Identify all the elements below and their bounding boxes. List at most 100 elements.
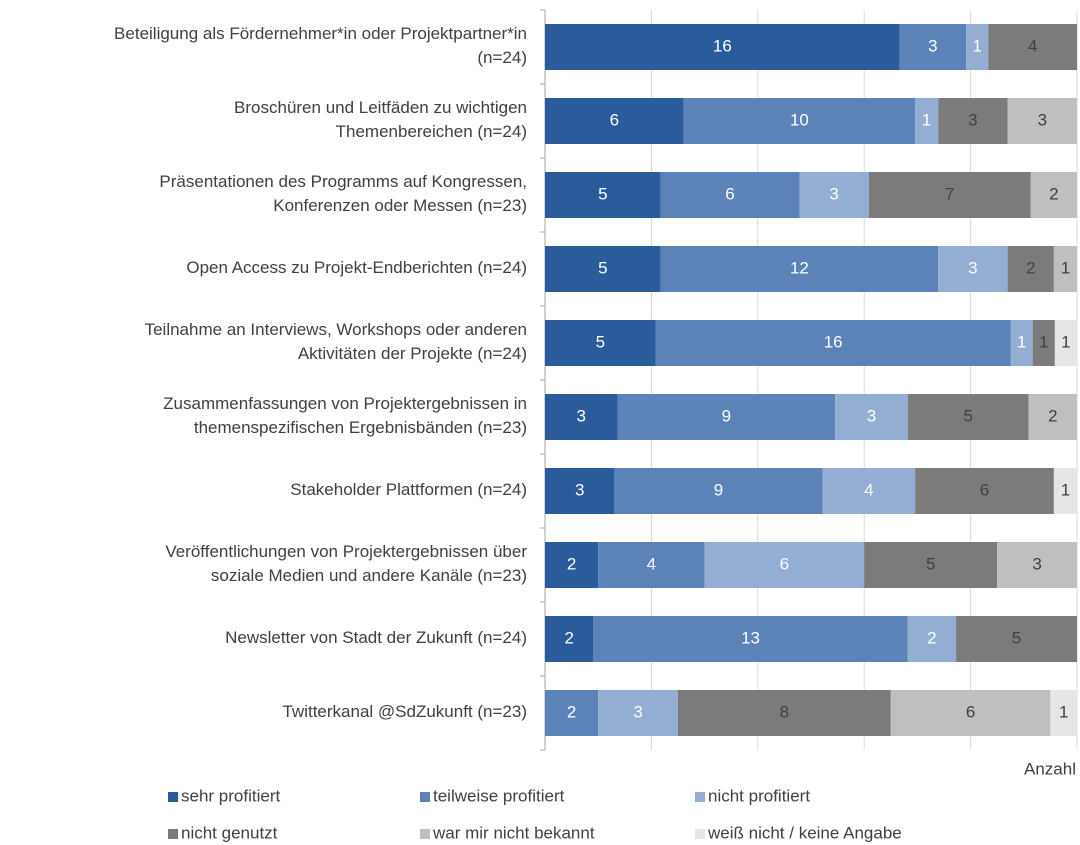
data-label: 3 — [968, 110, 977, 129]
bar-segment — [1050, 690, 1077, 736]
bar-segment — [822, 468, 916, 514]
data-label: 1 — [922, 110, 931, 129]
data-label: 6 — [610, 110, 619, 129]
bar-segment — [907, 616, 957, 662]
bar-segment — [868, 172, 1031, 218]
bar-segment — [660, 172, 800, 218]
legend-label: war mir nicht bekannt — [432, 823, 595, 842]
data-label: 3 — [575, 480, 584, 499]
bar-segment — [835, 394, 908, 440]
legend-swatch — [695, 829, 705, 839]
bar-segment — [660, 246, 939, 292]
bar-segment — [655, 320, 1011, 366]
legend-swatch — [420, 829, 430, 839]
data-label: 1 — [1061, 332, 1070, 351]
legend-label: sehr profitiert — [181, 786, 280, 805]
bar-segment — [956, 616, 1077, 662]
data-label: 2 — [1048, 406, 1057, 425]
bar-segment — [545, 320, 656, 366]
y-tick-label: Teilnahme an Interviews, Workshops oder … — [145, 320, 527, 363]
data-label: 5 — [926, 554, 935, 573]
data-label: 3 — [1032, 554, 1041, 573]
bar-segment — [545, 246, 661, 292]
data-label: 7 — [945, 184, 954, 203]
bar-segment — [617, 394, 836, 440]
bar-segment — [614, 468, 823, 514]
data-label: 3 — [829, 184, 838, 203]
y-tick-label: Zusammenfassungen von Projektergebnissen… — [163, 394, 527, 437]
data-label: 2 — [564, 628, 573, 647]
bar-segment — [593, 616, 908, 662]
data-label: 10 — [790, 110, 809, 129]
y-tick-label: Präsentationen des Programms auf Kongres… — [159, 172, 527, 215]
data-label: 6 — [725, 184, 734, 203]
data-label: 1 — [1059, 702, 1068, 721]
data-label: 16 — [824, 332, 843, 351]
bar-segment — [545, 98, 684, 144]
data-label: 5 — [598, 184, 607, 203]
data-label: 3 — [968, 258, 977, 277]
y-tick-label: Veröffentlichungen von Projektergebnisse… — [165, 542, 527, 585]
data-label: 2 — [567, 702, 576, 721]
legend-swatch — [168, 792, 178, 802]
data-label: 3 — [577, 406, 586, 425]
data-label: 3 — [633, 702, 642, 721]
data-label: 12 — [790, 258, 809, 277]
bar-segment — [545, 394, 618, 440]
data-label: 1 — [973, 36, 982, 55]
data-label: 5 — [963, 406, 972, 425]
bar-segment — [1030, 172, 1077, 218]
data-label: 2 — [567, 554, 576, 573]
data-label: 5 — [1012, 628, 1021, 647]
data-label: 8 — [780, 702, 789, 721]
data-label: 1 — [1039, 332, 1048, 351]
legend-label: teilweise profitiert — [433, 786, 565, 805]
data-label: 2 — [1049, 184, 1058, 203]
data-label: 9 — [714, 480, 723, 499]
legend-swatch — [420, 792, 430, 802]
data-label: 5 — [596, 332, 605, 351]
data-label: 1 — [1017, 332, 1026, 351]
bar-segment — [1007, 98, 1077, 144]
bar-segment — [1007, 246, 1054, 292]
bar-segment — [545, 616, 594, 662]
bar-segment — [864, 542, 998, 588]
bar-segment — [704, 542, 865, 588]
bar-segment — [938, 246, 1008, 292]
bar-segment — [1053, 246, 1077, 292]
bar-segment — [678, 690, 891, 736]
data-label: 16 — [713, 36, 732, 55]
data-label: 1 — [1061, 480, 1070, 499]
bar-segment — [915, 98, 939, 144]
bar-segment — [1032, 320, 1055, 366]
y-tick-label: Stakeholder Plattformen (n=24) — [290, 480, 527, 499]
y-tick-label: Beteiligung als Fördernehmer*in oder Pro… — [114, 24, 527, 67]
bar-segment — [899, 24, 967, 70]
data-label: 2 — [927, 628, 936, 647]
bar-segment — [545, 468, 615, 514]
data-label: 5 — [598, 258, 607, 277]
bar-segment — [799, 172, 869, 218]
bar-segment — [545, 24, 900, 70]
bar-segment — [997, 542, 1077, 588]
x-axis-label: Anzahl — [1024, 759, 1076, 778]
legend-swatch — [695, 792, 705, 802]
bar-segment — [545, 542, 599, 588]
y-tick-label: Newsletter von Stadt der Zukunft (n=24) — [225, 628, 527, 647]
bar-segment — [1053, 468, 1077, 514]
data-label: 13 — [741, 628, 760, 647]
data-label: 2 — [1026, 258, 1035, 277]
data-label: 3 — [1038, 110, 1047, 129]
bar-segment — [1028, 394, 1077, 440]
data-label: 4 — [864, 480, 873, 499]
y-tick-label: Open Access zu Projekt-Endberichten (n=2… — [186, 258, 527, 277]
bar-segment — [1010, 320, 1033, 366]
bar-segment — [966, 24, 989, 70]
y-tick-label: Broschüren und Leitfäden zu wichtigen The… — [234, 98, 527, 141]
data-label: 6 — [980, 480, 989, 499]
data-label: 3 — [928, 36, 937, 55]
data-label: 4 — [1028, 36, 1037, 55]
legend-label: nicht profitiert — [708, 786, 810, 805]
data-label: 4 — [647, 554, 656, 573]
